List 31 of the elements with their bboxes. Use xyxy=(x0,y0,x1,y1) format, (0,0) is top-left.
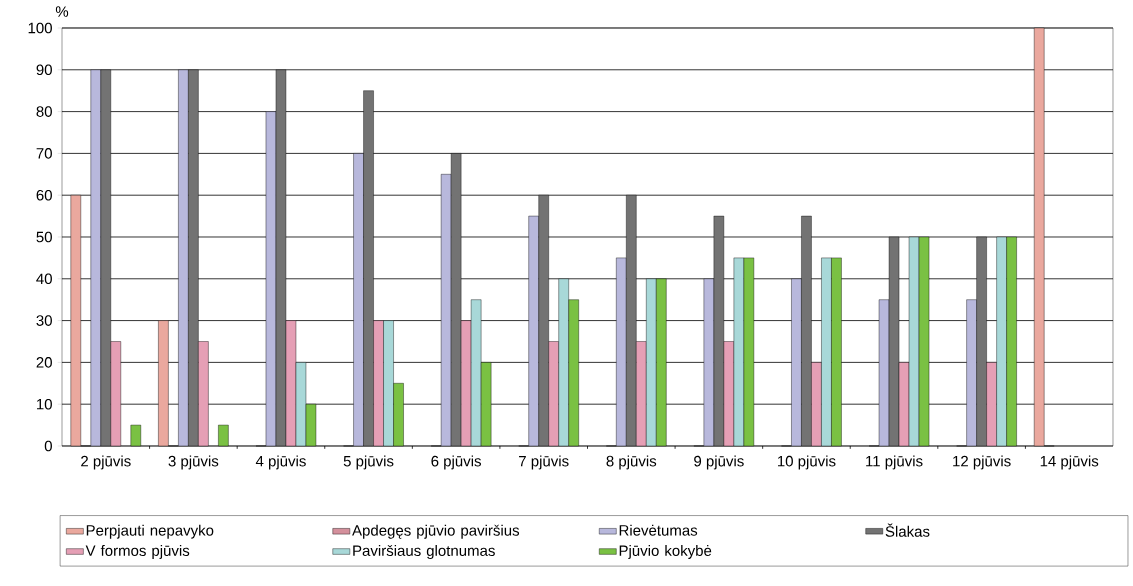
x-tick-label: 12 pjūvis xyxy=(953,455,1011,470)
x-tick-label: 8 pjūvis xyxy=(606,455,657,470)
y-tick-label: 50 xyxy=(36,231,52,243)
y-tick-label: 20 xyxy=(36,357,52,368)
x-tick-label: 4 pjūvis xyxy=(255,455,306,470)
y-tick-label: 40 xyxy=(36,273,52,285)
legend-label: Rievėtumas xyxy=(619,524,698,536)
x-tick-label: 11 pjūvis xyxy=(866,455,923,470)
y-tick-label: 0 xyxy=(44,440,52,452)
x-tick-label: 9 pjūvis xyxy=(694,455,744,470)
y-tick-label: 100 xyxy=(28,22,52,34)
legend-label: Pjūvio kokybė xyxy=(619,544,712,559)
y-axis-title: % xyxy=(55,6,69,17)
x-tick-label: 7 pjūvis xyxy=(519,455,569,470)
legend-label: Perpjauti nepavyko xyxy=(86,524,214,539)
y-tick-label: 80 xyxy=(36,106,52,117)
x-tick-label: 14 pjūvis xyxy=(1040,455,1099,470)
y-tick-label: 10 xyxy=(37,398,52,410)
legend-label: Šlakas xyxy=(885,523,930,537)
y-tick-label: 60 xyxy=(36,189,52,201)
y-tick-label: 90 xyxy=(36,64,52,76)
y-tick-label: 70 xyxy=(36,148,52,159)
legend-label: Paviršiaus glotnumas xyxy=(353,544,495,559)
legend-label: V formos pjūvis xyxy=(85,544,190,559)
x-tick-label: 3 pjūvis xyxy=(168,455,219,470)
y-tick-label: 30 xyxy=(36,315,52,326)
x-tick-label: 5 pjūvis xyxy=(343,455,394,470)
x-tick-label: 6 pjūvis xyxy=(431,455,481,470)
x-tick-label: 10 pjūvis xyxy=(778,455,836,470)
x-tick-label: 2 pjūvis xyxy=(81,455,131,470)
legend-label: Apdegęs pjūvio paviršius xyxy=(352,524,520,539)
